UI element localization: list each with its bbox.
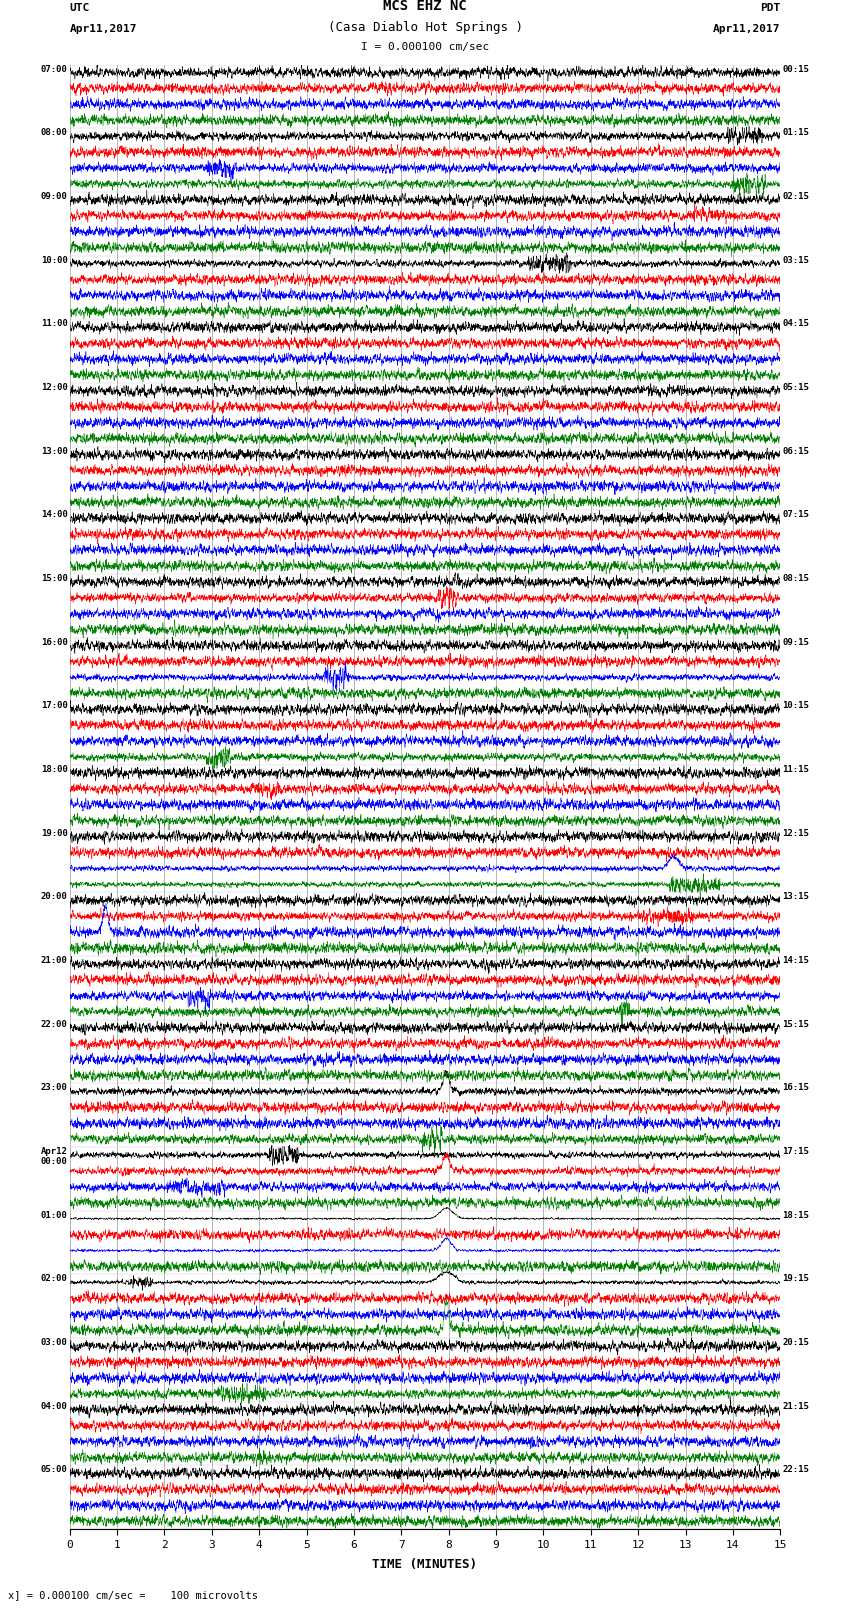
Text: 02:00: 02:00 [41, 1274, 67, 1284]
Text: 07:15: 07:15 [783, 510, 809, 519]
Text: 10:15: 10:15 [783, 702, 809, 710]
Text: 18:00: 18:00 [41, 765, 67, 774]
Text: Apr11,2017: Apr11,2017 [713, 24, 780, 34]
Text: 07:00: 07:00 [41, 65, 67, 74]
Text: 13:15: 13:15 [783, 892, 809, 902]
Text: 20:00: 20:00 [41, 892, 67, 902]
Text: Apr11,2017: Apr11,2017 [70, 24, 137, 34]
Text: 22:00: 22:00 [41, 1019, 67, 1029]
Text: 13:00: 13:00 [41, 447, 67, 455]
Text: 14:15: 14:15 [783, 957, 809, 965]
Text: 01:15: 01:15 [783, 127, 809, 137]
Text: 18:15: 18:15 [783, 1211, 809, 1219]
Text: 03:15: 03:15 [783, 255, 809, 265]
Text: TIME (MINUTES): TIME (MINUTES) [372, 1558, 478, 1571]
Text: 00:15: 00:15 [783, 65, 809, 74]
Text: I = 0.000100 cm/sec: I = 0.000100 cm/sec [361, 42, 489, 52]
Text: 15:00: 15:00 [41, 574, 67, 582]
Text: 03:00: 03:00 [41, 1339, 67, 1347]
Text: 09:00: 09:00 [41, 192, 67, 202]
Text: 02:15: 02:15 [783, 192, 809, 202]
Text: MCS EHZ NC: MCS EHZ NC [383, 0, 467, 13]
Text: 12:15: 12:15 [783, 829, 809, 837]
Text: 11:15: 11:15 [783, 765, 809, 774]
Text: 12:00: 12:00 [41, 382, 67, 392]
Text: 05:00: 05:00 [41, 1466, 67, 1474]
Text: 09:15: 09:15 [783, 637, 809, 647]
Text: 01:00: 01:00 [41, 1211, 67, 1219]
Text: (Casa Diablo Hot Springs ): (Casa Diablo Hot Springs ) [327, 21, 523, 34]
Text: 08:15: 08:15 [783, 574, 809, 582]
Text: 19:00: 19:00 [41, 829, 67, 837]
Text: 21:15: 21:15 [783, 1402, 809, 1411]
Text: 16:15: 16:15 [783, 1084, 809, 1092]
Text: 04:15: 04:15 [783, 319, 809, 327]
Text: 21:00: 21:00 [41, 957, 67, 965]
Text: 04:00: 04:00 [41, 1402, 67, 1411]
Text: 17:15: 17:15 [783, 1147, 809, 1157]
Text: 11:00: 11:00 [41, 319, 67, 327]
Text: 08:00: 08:00 [41, 127, 67, 137]
Text: PDT: PDT [760, 3, 780, 13]
Text: 22:15: 22:15 [783, 1466, 809, 1474]
Text: 17:00: 17:00 [41, 702, 67, 710]
Text: 05:15: 05:15 [783, 382, 809, 392]
Text: x] = 0.000100 cm/sec =    100 microvolts: x] = 0.000100 cm/sec = 100 microvolts [8, 1590, 258, 1600]
Text: 23:00: 23:00 [41, 1084, 67, 1092]
Text: 15:15: 15:15 [783, 1019, 809, 1029]
Text: Apr12
00:00: Apr12 00:00 [41, 1147, 67, 1166]
Text: UTC: UTC [70, 3, 90, 13]
Text: 16:00: 16:00 [41, 637, 67, 647]
Text: 19:15: 19:15 [783, 1274, 809, 1284]
Text: 14:00: 14:00 [41, 510, 67, 519]
Text: 20:15: 20:15 [783, 1339, 809, 1347]
Text: 06:15: 06:15 [783, 447, 809, 455]
Text: 10:00: 10:00 [41, 255, 67, 265]
